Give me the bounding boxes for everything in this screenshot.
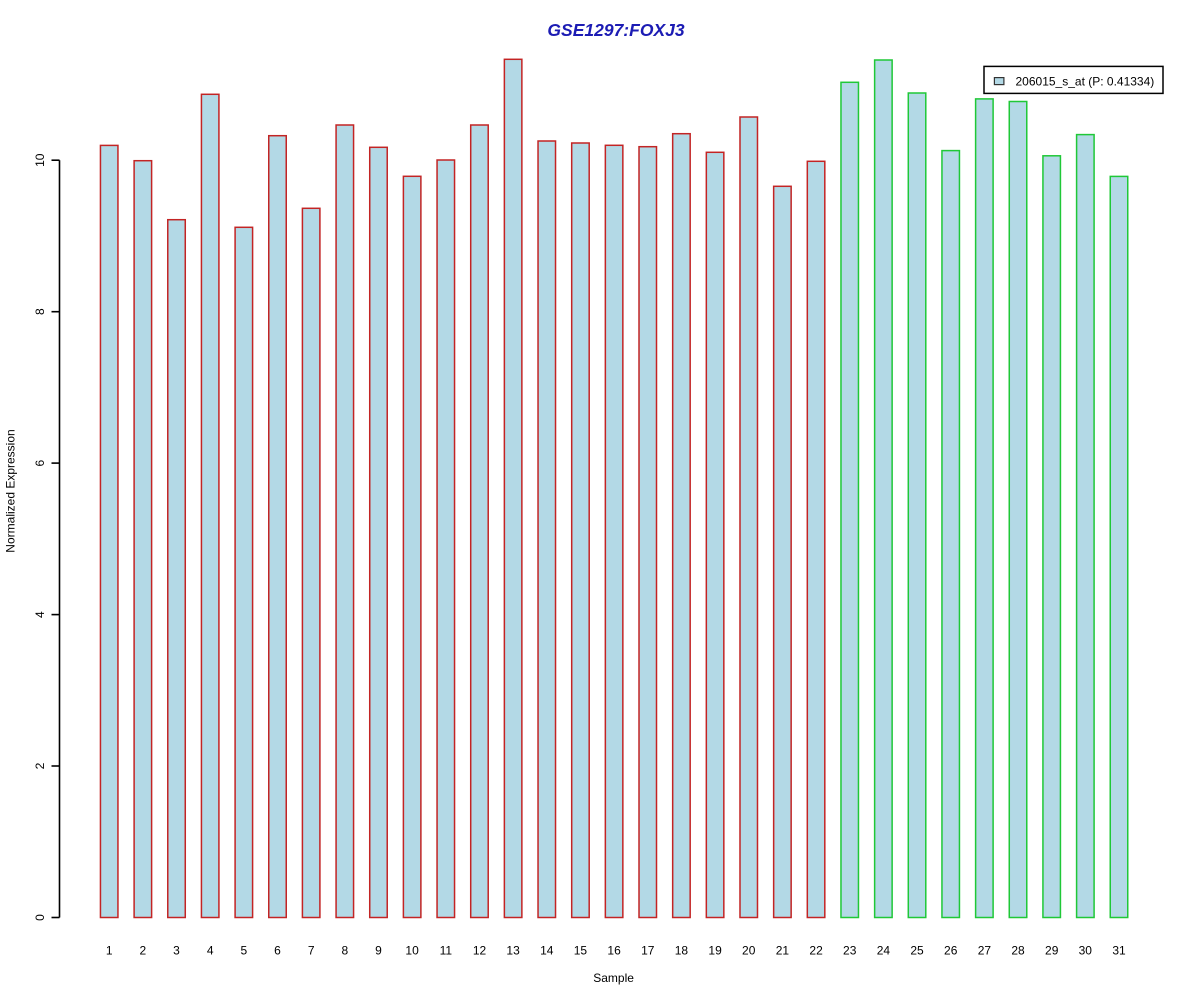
svg-text:4: 4 bbox=[207, 944, 214, 958]
svg-text:21: 21 bbox=[776, 944, 790, 958]
svg-text:16: 16 bbox=[607, 944, 621, 958]
svg-text:6: 6 bbox=[33, 459, 47, 466]
svg-text:22: 22 bbox=[809, 944, 823, 958]
svg-text:18: 18 bbox=[675, 944, 689, 958]
svg-text:Sample: Sample bbox=[593, 971, 634, 985]
svg-text:2: 2 bbox=[140, 944, 147, 958]
svg-text:1: 1 bbox=[106, 944, 113, 958]
svg-text:26: 26 bbox=[944, 944, 958, 958]
svg-text:4: 4 bbox=[33, 611, 47, 618]
svg-text:24: 24 bbox=[877, 944, 891, 958]
svg-text:12: 12 bbox=[473, 944, 487, 958]
svg-text:19: 19 bbox=[708, 944, 722, 958]
svg-text:Normalized Expression: Normalized Expression bbox=[4, 429, 18, 552]
svg-text:10: 10 bbox=[405, 944, 419, 958]
svg-text:6: 6 bbox=[274, 944, 281, 958]
svg-text:20: 20 bbox=[742, 944, 756, 958]
svg-text:2: 2 bbox=[33, 762, 47, 769]
svg-text:10: 10 bbox=[33, 153, 47, 167]
svg-text:5: 5 bbox=[240, 944, 247, 958]
svg-text:31: 31 bbox=[1112, 944, 1126, 958]
svg-text:17: 17 bbox=[641, 944, 655, 958]
svg-text:28: 28 bbox=[1011, 944, 1025, 958]
svg-text:0: 0 bbox=[33, 914, 47, 921]
svg-text:11: 11 bbox=[440, 944, 453, 958]
svg-text:30: 30 bbox=[1079, 944, 1093, 958]
svg-text:GSE1297:FOXJ3: GSE1297:FOXJ3 bbox=[547, 20, 684, 40]
svg-text:25: 25 bbox=[910, 944, 924, 958]
svg-text:23: 23 bbox=[843, 944, 857, 958]
svg-text:13: 13 bbox=[506, 944, 520, 958]
svg-text:29: 29 bbox=[1045, 944, 1059, 958]
svg-text:9: 9 bbox=[375, 944, 382, 958]
svg-text:7: 7 bbox=[308, 944, 315, 958]
svg-text:14: 14 bbox=[540, 944, 554, 958]
svg-text:15: 15 bbox=[574, 944, 588, 958]
svg-text:3: 3 bbox=[173, 944, 180, 958]
svg-text:8: 8 bbox=[341, 944, 348, 958]
svg-text:206015_s_at (P: 0.41334): 206015_s_at (P: 0.41334) bbox=[1016, 75, 1155, 89]
svg-text:8: 8 bbox=[33, 308, 47, 315]
svg-text:27: 27 bbox=[978, 944, 992, 958]
